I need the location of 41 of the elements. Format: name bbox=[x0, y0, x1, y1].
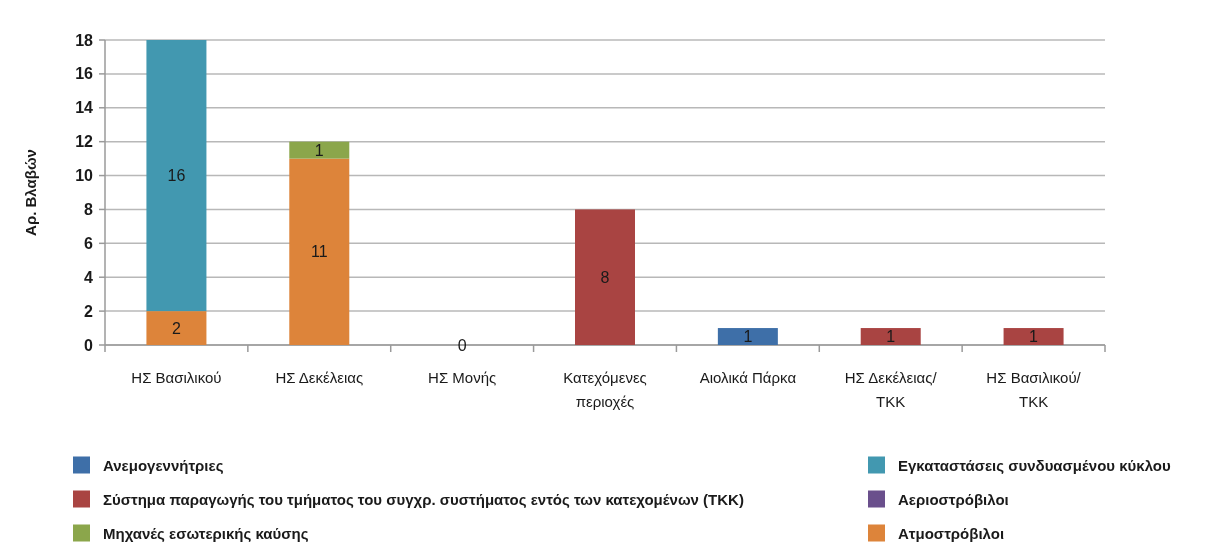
data-label: 0 bbox=[457, 336, 467, 354]
x-tick-label: ΗΣ Μονής bbox=[428, 369, 497, 386]
bar bbox=[146, 40, 207, 312]
data-label: 2 bbox=[171, 319, 181, 337]
x-tick-label: Κατεχόμενες περιοχές bbox=[563, 369, 647, 410]
x-tick-label: Αιολικά Πάρκα bbox=[699, 369, 797, 386]
data-label: 16 bbox=[167, 167, 186, 185]
bar bbox=[289, 141, 350, 159]
y-tick-label: 6 bbox=[84, 234, 94, 252]
legend-label: Αεριοστρόβιλοι bbox=[898, 490, 1009, 508]
x-tick-label: ΗΣ Βασιλικού bbox=[131, 369, 222, 386]
y-tick-label: 2 bbox=[84, 302, 94, 320]
legend-label: Ατμοστρόβιλοι bbox=[898, 524, 1005, 542]
bar bbox=[1003, 328, 1064, 345]
y-tick-label: 4 bbox=[84, 268, 94, 286]
y-axis-title: Αρ. Βλαβών bbox=[21, 149, 39, 236]
bar bbox=[146, 311, 207, 345]
x-tick-label: ΗΣ Δεκέλειας bbox=[275, 369, 364, 386]
bar bbox=[575, 209, 635, 345]
bar bbox=[717, 328, 778, 345]
y-tick-label: 8 bbox=[84, 200, 94, 218]
legend-label: Σύστημα παραγωγής του τμήματος του συγχρ. συστήματος εντός των κατεχομένων (ΤΚΚ) bbox=[103, 490, 744, 508]
y-tick-label: 10 bbox=[75, 167, 94, 185]
data-label: 11 bbox=[310, 243, 328, 261]
legend-label: Εγκαταστάσεις συνδυασμένου κύκλου bbox=[898, 456, 1171, 474]
data-label: 1 bbox=[743, 328, 753, 346]
data-label: 8 bbox=[600, 268, 610, 286]
data-label: 1 bbox=[1029, 328, 1039, 346]
bar bbox=[860, 328, 921, 345]
y-tick-label: 0 bbox=[84, 336, 94, 354]
legend-label: Μηχανές εσωτερικής καύσης bbox=[103, 524, 309, 542]
x-tick-label: ΗΣ Δεκέλειας/ΤΚΚ bbox=[844, 369, 938, 410]
legend-label: Ανεμογεννήτριες bbox=[103, 456, 224, 474]
y-tick-label: 16 bbox=[75, 65, 94, 83]
x-tick-label: ΗΣ Βασιλικού/ΤΚΚ bbox=[986, 369, 1082, 410]
y-tick-label: 12 bbox=[75, 133, 94, 151]
y-tick-label: 18 bbox=[75, 31, 94, 49]
data-label: 1 bbox=[886, 328, 896, 346]
bar bbox=[289, 158, 350, 345]
data-label: 1 bbox=[314, 141, 324, 159]
y-tick-label: 14 bbox=[75, 99, 94, 117]
